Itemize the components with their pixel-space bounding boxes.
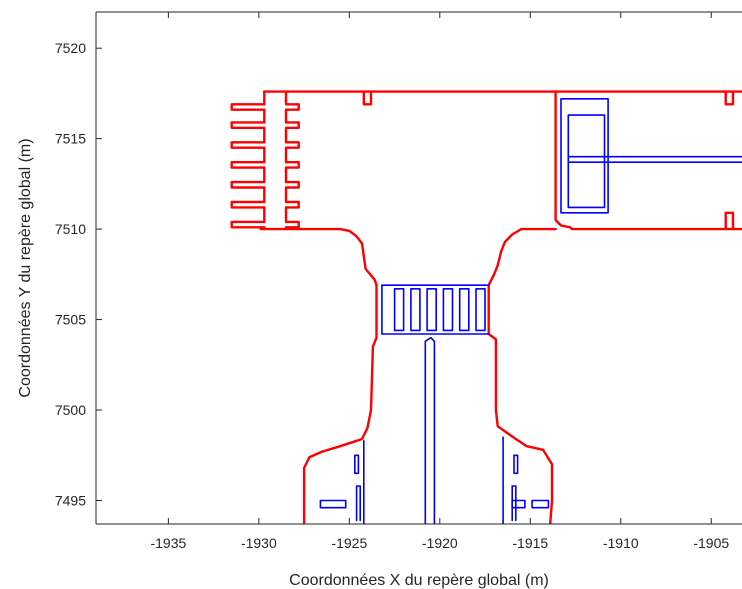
y-tick-label: 7495	[55, 492, 86, 508]
x-tick-label: -1930	[241, 535, 277, 551]
red-line-segment-10	[724, 211, 735, 231]
blue-line-segment-17	[355, 485, 361, 522]
blue-line-segment-7	[458, 288, 470, 332]
blue-line-segment-22	[511, 485, 517, 522]
x-tick-label: -1915	[512, 535, 548, 551]
red-line-segment-3	[259, 227, 378, 287]
x-tick-label: -1935	[150, 535, 186, 551]
x-tick-label: -1905	[693, 535, 729, 551]
red-line-segment-4	[302, 284, 378, 524]
blue-line-segment-16	[319, 499, 347, 509]
axes	[95, 11, 742, 525]
x-tick-label: -1925	[331, 535, 367, 551]
red-line-segment-8	[487, 284, 554, 524]
blue-line-segment-5	[426, 288, 437, 332]
red-line-segment-6	[554, 90, 742, 231]
blue-line-segment-3	[393, 288, 405, 332]
blue-line-segment-21	[511, 499, 526, 509]
y-tick-label: 7520	[55, 40, 86, 56]
tick-labels: -1935 -1930 -1925 -1920 -1915 -1910 -1905 7495 7…	[55, 40, 730, 551]
red-line-segment-2	[284, 90, 300, 231]
x-tick-label: -1910	[603, 535, 639, 551]
blue-line-segment-20	[531, 499, 550, 509]
blue-line-segment-10	[567, 114, 606, 209]
blue-line-segment-13	[560, 98, 609, 214]
red-line-segment-7	[487, 227, 557, 287]
x-tick-label: -1920	[422, 535, 458, 551]
tick-marks	[96, 12, 712, 524]
y-tick-label: 7510	[55, 221, 86, 237]
blue-line-segment-9	[424, 336, 436, 524]
blue-line-segment-6	[442, 288, 454, 332]
blue-line-segment-19	[513, 454, 519, 475]
red-line-segment-1	[230, 90, 266, 231]
y-tick-label: 7505	[55, 312, 86, 328]
blue-line-segment-15	[354, 454, 360, 475]
series-layer	[230, 90, 742, 524]
y-tick-label: 7515	[55, 131, 86, 147]
y-axis-label: Coordonnées Y du repère global (m)	[17, 138, 34, 397]
red-line-segment-5	[362, 90, 373, 106]
x-axis-label: Coordonnées X du repère global (m)	[289, 572, 549, 589]
blue-line-segment-4	[410, 288, 421, 332]
red-line-segment-9	[724, 90, 735, 106]
y-tick-label: 7500	[55, 402, 86, 418]
blue-line-segment-8	[475, 288, 486, 332]
